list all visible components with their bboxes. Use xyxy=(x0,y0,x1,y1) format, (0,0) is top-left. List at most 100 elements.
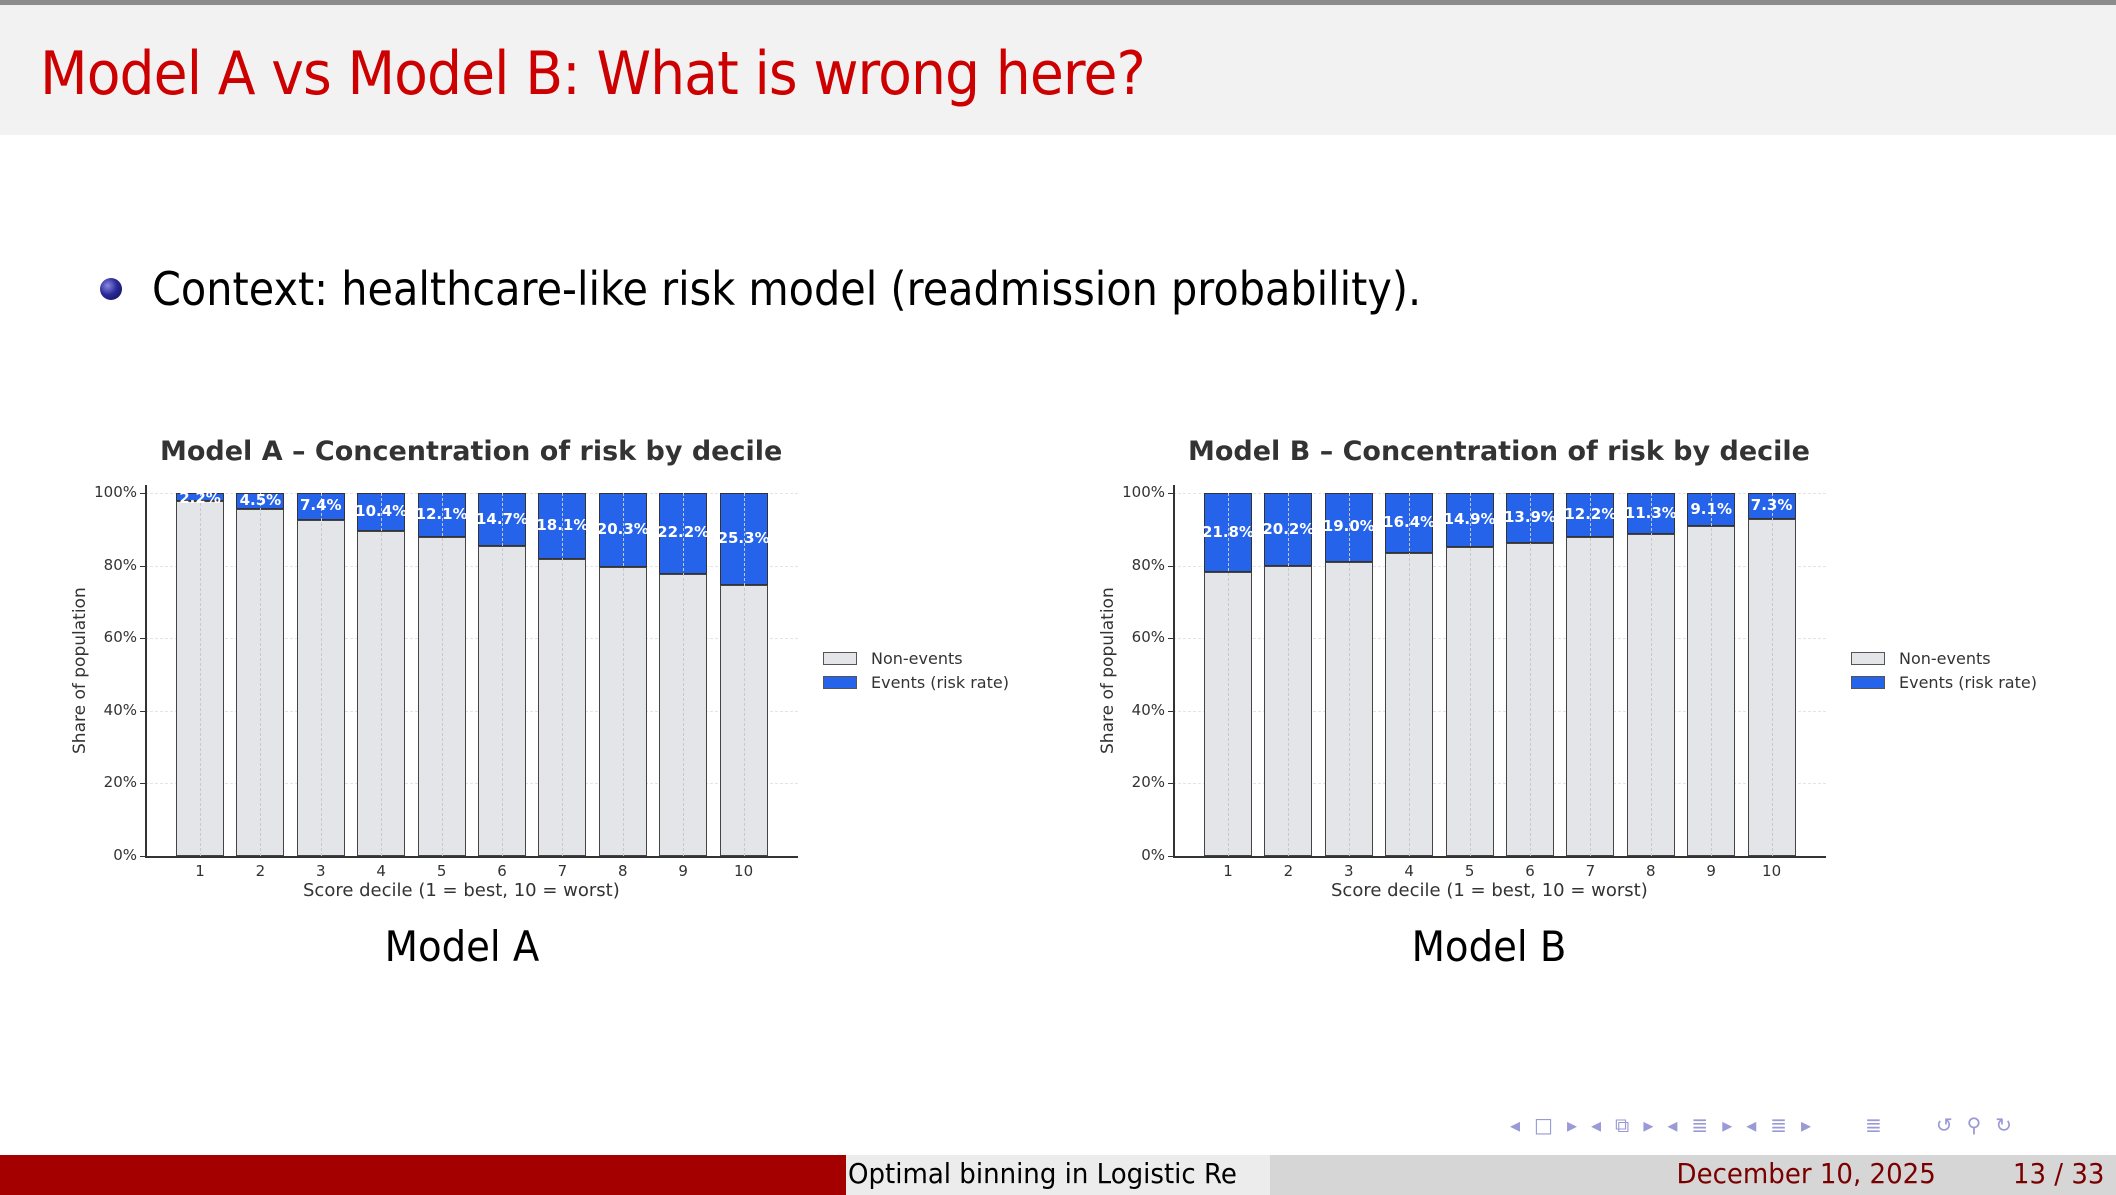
gridline xyxy=(145,638,798,640)
footer-page-number: 13 / 33 xyxy=(2012,1157,2104,1190)
bar-value-label: 22.2% xyxy=(657,523,710,542)
search-icon[interactable]: ⚲ xyxy=(1966,1113,1982,1137)
legend-item: Events (risk rate) xyxy=(823,670,1009,694)
gridline xyxy=(1348,493,1350,856)
bar-decile-4: 16.4% xyxy=(1383,493,1435,856)
x-axis xyxy=(1173,856,1826,858)
y-axis-label: Share of population xyxy=(70,587,90,754)
gridline xyxy=(1469,493,1471,856)
bar-value-label: 4.5% xyxy=(239,491,282,510)
y-tick-mark xyxy=(1168,565,1173,567)
legend-swatch-non-events xyxy=(1851,651,1885,665)
y-axis xyxy=(1173,485,1175,856)
bar-decile-7: 18.1% xyxy=(536,493,588,856)
y-tick-mark xyxy=(1168,710,1173,712)
chart-legend: Non-events Events (risk rate) xyxy=(1851,646,2037,694)
gridline xyxy=(260,493,262,856)
slide-header: Model A vs Model B: What is wrong here? xyxy=(0,5,2116,135)
gridline xyxy=(441,493,443,856)
bar-decile-8: 20.3% xyxy=(597,493,649,856)
bar-value-label: 11.3% xyxy=(1624,503,1677,522)
bar-value-label: 7.4% xyxy=(299,496,342,515)
bar-decile-10: 25.3% xyxy=(718,493,770,856)
bar-value-label: 14.9% xyxy=(1443,510,1496,529)
bar-decile-9: 22.2% xyxy=(657,493,709,856)
section-icon[interactable]: ≣ xyxy=(1770,1113,1788,1137)
x-tick-label: 8 xyxy=(1646,862,1656,880)
bar-value-label: 25.3% xyxy=(717,528,770,547)
gridline xyxy=(622,493,624,856)
y-tick-label: 0% xyxy=(113,846,137,864)
bar-value-label: 18.1% xyxy=(536,515,589,534)
x-tick-label: 1 xyxy=(1223,862,1233,880)
y-tick-label: 40% xyxy=(1131,700,1165,719)
frame-icon[interactable]: ⧉ xyxy=(1615,1113,1630,1137)
bar-decile-2: 20.2% xyxy=(1262,493,1314,856)
chart-title: Model B – Concentration of risk by decil… xyxy=(1188,436,1810,467)
x-axis-label: Score decile (1 = best, 10 = worst) xyxy=(303,880,620,901)
undo-icon[interactable]: ↺ xyxy=(1935,1113,1953,1137)
nav-prev-section-icon[interactable]: ◂ xyxy=(1746,1113,1757,1137)
gridline xyxy=(145,783,798,785)
bar-decile-7: 12.2% xyxy=(1564,493,1616,856)
x-tick-label: 3 xyxy=(316,862,326,880)
x-tick-label: 10 xyxy=(1762,862,1782,880)
gridline xyxy=(1173,783,1826,785)
legend-item: Non-events xyxy=(1851,646,2037,670)
caption-model-b: Model B xyxy=(1411,922,1567,971)
bar-value-label: 12.1% xyxy=(415,504,468,523)
nav-prev-slide-icon[interactable]: ◂ xyxy=(1510,1113,1521,1137)
gridline xyxy=(1173,565,1826,567)
bar-decile-6: 14.7% xyxy=(476,493,528,856)
bar-value-label: 20.2% xyxy=(1262,519,1315,538)
bar-value-label: 20.3% xyxy=(596,519,649,538)
y-tick-label: 100% xyxy=(94,483,137,501)
nav-prev-frame-icon[interactable]: ◂ xyxy=(1591,1113,1602,1137)
slide-footer: Optimal binning in Logistic Re December … xyxy=(0,1155,2116,1195)
gridline xyxy=(145,565,798,567)
gridline xyxy=(683,493,685,856)
nav-next-section-icon[interactable]: ▸ xyxy=(1801,1113,1812,1137)
nav-next-frame-icon[interactable]: ▸ xyxy=(1643,1113,1654,1137)
x-tick-label: 6 xyxy=(1525,862,1535,880)
bar-decile-1: 2.2% xyxy=(176,489,224,856)
x-tick-label: 4 xyxy=(1404,862,1414,880)
top-border xyxy=(0,0,2116,5)
y-tick-label: 0% xyxy=(1141,846,1165,864)
y-tick-label: 100% xyxy=(1122,483,1165,501)
gridline xyxy=(1288,493,1290,856)
footer-date-block: December 10, 2025 13 / 33 xyxy=(1270,1155,2116,1195)
nav-next-subsection-icon[interactable]: ▸ xyxy=(1722,1113,1733,1137)
bar-decile-1: 21.8% xyxy=(1202,493,1254,856)
gridline xyxy=(381,493,383,856)
nav-prev-subsection-icon[interactable]: ◂ xyxy=(1667,1113,1678,1137)
slide-icon[interactable]: □ xyxy=(1534,1113,1553,1137)
redo-icon[interactable]: ↻ xyxy=(1995,1113,2013,1137)
legend-label: Non-events xyxy=(1899,648,1991,668)
y-tick-label: 20% xyxy=(103,773,137,792)
bar-value-label: 12.2% xyxy=(1564,505,1617,524)
footer-presentation-title: Optimal binning in Logistic Re xyxy=(848,1157,1237,1190)
gridline xyxy=(1530,493,1531,856)
subsection-icon[interactable]: ≣ xyxy=(1691,1113,1709,1137)
toc-icon[interactable]: ≣ xyxy=(1865,1113,1882,1137)
chart-model-b: Model B – Concentration of risk by decil… xyxy=(1088,430,2088,910)
x-axis-label: Score decile (1 = best, 10 = worst) xyxy=(1331,880,1648,901)
gridline xyxy=(145,710,798,712)
gridline xyxy=(145,493,798,494)
bar-value-label: 9.1% xyxy=(1690,499,1732,518)
nav-next-slide-icon[interactable]: ▸ xyxy=(1566,1113,1577,1137)
gridline xyxy=(320,493,322,856)
footer-date: December 10, 2025 xyxy=(1676,1157,1936,1190)
y-tick-mark xyxy=(1168,856,1173,857)
bullet-item: Context: healthcare-like risk model (rea… xyxy=(100,262,1562,316)
gridline xyxy=(743,493,745,856)
bar-decile-2: 4.5% xyxy=(236,491,285,856)
x-tick-label: 10 xyxy=(734,862,754,880)
legend-swatch-events xyxy=(1851,675,1885,689)
bar-value-label: 13.9% xyxy=(1503,508,1557,527)
x-axis xyxy=(145,856,798,858)
x-tick-label: 6 xyxy=(497,862,507,880)
y-tick-mark xyxy=(140,493,145,494)
chart-model-a: Model A – Concentration of risk by decil… xyxy=(60,430,1060,910)
